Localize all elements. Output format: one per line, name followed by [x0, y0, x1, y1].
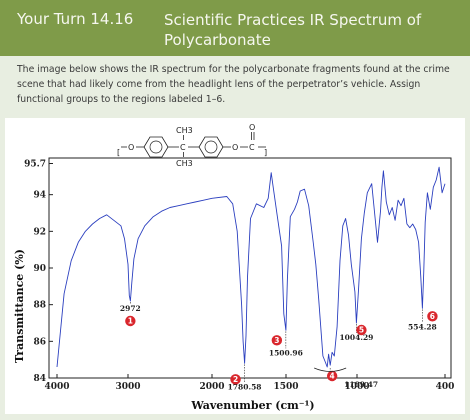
carbonyl-carbon-label: C — [249, 143, 255, 152]
peak-wavenumber-label: 1500.96 — [269, 348, 303, 357]
peak-badge-number: 3 — [274, 336, 279, 345]
peak-wavenumber-label: 1004.29 — [339, 333, 373, 342]
peak-badge — [356, 324, 367, 336]
x-tick-label: 4000 — [44, 382, 69, 392]
benzene-ring-left — [143, 136, 169, 158]
y-tick-label: 90 — [33, 264, 46, 274]
card-header: Your Turn 14.16 Scientific Practices IR … — [0, 0, 470, 56]
peak-wavenumber-label: 1189.47 — [344, 380, 378, 389]
x-tick-label: 1500 — [273, 382, 298, 392]
peak-badge-number: 6 — [430, 312, 435, 321]
y-tick-label: 88 — [33, 301, 46, 311]
x-tick-label: 1000 — [344, 382, 369, 392]
peak-badge-number: 5 — [359, 326, 364, 335]
spectrum-line — [56, 166, 446, 368]
peak-badge-number: 2 — [233, 375, 238, 384]
bracket-right: ] — [264, 148, 267, 157]
region-bracket — [314, 367, 347, 372]
methyl-top-label: CH3 — [176, 126, 193, 135]
left-oxygen-label: O — [128, 143, 134, 152]
peak-badge — [125, 315, 136, 327]
y-tick-label: 86 — [33, 337, 46, 347]
peak-wavenumber-label: 554.28 — [408, 322, 437, 331]
peak-wavenumber-label: 2972 — [120, 304, 141, 313]
peak-badge — [271, 335, 283, 346]
x-tick-label: 2000 — [199, 382, 224, 392]
exercise-number: Your Turn 14.16 — [17, 10, 134, 28]
exercise-title: Scientific Practices IR Spectrum of Poly… — [164, 11, 422, 49]
ir-spectrum-figure: [ O C CH3 CH3 O C — [5, 118, 465, 414]
peak-wavenumber-label: 1780.58 — [228, 382, 262, 391]
y-axis-label: Transmittance (%) — [13, 249, 26, 363]
axis-ticks: 4000 3000 2000 1500 1000 400 95.7 94 92 90 88 86 84 — [24, 160, 454, 393]
y-tick-label: 94 — [33, 191, 46, 201]
ester-oxygen-label: O — [232, 143, 238, 152]
benzene-ring-right — [198, 136, 224, 158]
bracket-left: [ — [117, 148, 120, 157]
peak-badge — [326, 370, 338, 382]
y-tick-label: 92 — [33, 227, 46, 237]
peak-annotations: 2972 1 1780.582 1500.96 3 1189.47 4 1004.295 554… — [120, 302, 438, 391]
methyl-bottom-label: CH3 — [176, 159, 193, 168]
quaternary-carbon-label: C — [180, 143, 186, 152]
peak-badge — [230, 374, 241, 385]
x-axis-label: Wavenumber (cm⁻¹) — [190, 399, 314, 412]
plot-frame — [48, 157, 452, 379]
peak-badge-number: 4 — [330, 372, 335, 381]
y-tick-label: 84 — [33, 374, 46, 384]
intro-paragraph: The image below shows the IR spectrum fo… — [17, 64, 450, 105]
polycarbonate-structure: [ O C CH3 CH3 O C — [117, 123, 267, 168]
axes — [48, 157, 452, 379]
peak-badge-number: 1 — [128, 317, 133, 326]
x-tick-label: 3000 — [115, 382, 140, 392]
aromatic-circle — [204, 140, 218, 154]
aromatic-circle — [149, 140, 163, 154]
spectrum-series — [56, 166, 446, 368]
y-tick-label: 95.7 — [24, 160, 46, 170]
peak-badge — [427, 311, 438, 322]
ir-spectrum-chart: [ O C CH3 CH3 O C — [13, 123, 454, 412]
x-tick-label: 400 — [436, 382, 455, 392]
carbonyl-oxygen-label: O — [249, 123, 255, 132]
